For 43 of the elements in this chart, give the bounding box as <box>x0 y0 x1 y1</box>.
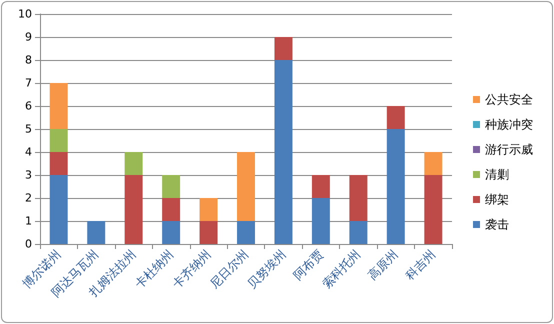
legend-label: 清剿 <box>485 168 509 182</box>
bar <box>87 221 106 244</box>
bar <box>200 221 218 244</box>
bar <box>312 175 330 198</box>
bar <box>424 152 442 175</box>
y-tick-label: 2 <box>25 192 32 204</box>
legend-label: 公共安全 <box>485 92 533 106</box>
y-tick-label: 3 <box>25 168 32 182</box>
y-tick-label: 10 <box>18 8 32 20</box>
bar <box>424 175 442 244</box>
bar <box>50 175 68 244</box>
bar <box>349 221 368 244</box>
y-tick-label: 5 <box>25 122 32 136</box>
y-tick-label: 9 <box>25 30 32 44</box>
bar <box>386 106 405 129</box>
y-tick-label: 8 <box>25 54 32 66</box>
legend-label: 游行示威 <box>485 142 533 156</box>
bar <box>237 221 255 244</box>
bar <box>124 175 143 244</box>
legend-label: 袭击 <box>485 218 509 232</box>
bar <box>50 129 68 152</box>
bar <box>274 60 292 244</box>
legend-label: 绑架 <box>485 192 509 206</box>
x-tick-label: 科吉州 <box>402 247 438 282</box>
bar <box>162 221 180 244</box>
bar <box>349 175 368 221</box>
y-tick-label: 1 <box>25 214 32 228</box>
y-tick-label: 4 <box>25 146 32 158</box>
legend-label: 种族冲突 <box>485 118 533 132</box>
y-tick-label: 6 <box>25 100 32 112</box>
bar <box>162 198 180 221</box>
y-tick-label: 0 <box>25 238 32 250</box>
bar <box>237 152 255 221</box>
bar <box>386 129 405 244</box>
y-tick-label: 7 <box>25 76 32 90</box>
bar <box>50 83 68 129</box>
bar <box>50 152 68 175</box>
bar <box>274 37 292 60</box>
bar <box>200 198 218 221</box>
x-tick-label: 高原州 <box>365 247 401 282</box>
bar <box>312 198 330 244</box>
bar <box>124 152 143 175</box>
bar <box>162 175 180 198</box>
